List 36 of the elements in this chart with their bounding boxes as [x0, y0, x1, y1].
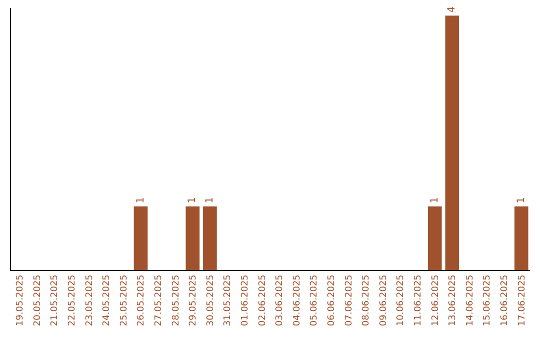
x-tick-label: 10.06.2025: [396, 274, 406, 326]
data-label: 1: [204, 197, 216, 204]
x-tick-label: 15.06.2025: [482, 274, 493, 326]
x-tick-label: 11.06.2025: [413, 274, 424, 326]
x-tick-label: 20.05.2025: [32, 274, 43, 326]
x-tick-label: 25.05.2025: [119, 274, 130, 326]
x-tick-label: 06.06.2025: [326, 274, 337, 326]
data-label: 1: [135, 197, 146, 204]
x-tick-label: 30.05.2025: [206, 274, 216, 326]
x-tick-label: 27.05.2025: [154, 274, 164, 326]
x-tick-label: 31.05.2025: [223, 274, 234, 326]
x-tick-label: 04.06.2025: [292, 274, 302, 326]
x-tick-label: 17.06.2025: [517, 274, 528, 326]
x-tick-label: 07.06.2025: [344, 274, 354, 326]
data-label: 1: [187, 197, 198, 204]
x-tick-label: 22.05.2025: [67, 274, 78, 326]
x-tick-label: 08.06.2025: [362, 274, 372, 326]
x-tick-label: 28.05.2025: [171, 274, 182, 326]
x-tick-label: 19.05.2025: [16, 274, 26, 326]
x-tick-label: 03.06.2025: [275, 274, 286, 326]
x-tick-label: 12.06.2025: [430, 274, 441, 326]
x-tick-label: 24.05.2025: [102, 274, 112, 326]
data-label: 1: [429, 197, 440, 204]
x-tick-label: 14.06.2025: [465, 274, 476, 326]
x-tick-label: 26.05.2025: [136, 274, 147, 326]
x-tick-label: 29.05.2025: [188, 274, 199, 326]
x-tick-label: 13.06.2025: [448, 274, 458, 326]
x-tick-label: 23.05.2025: [84, 274, 95, 326]
x-tick-label: 01.06.2025: [240, 274, 250, 326]
x-tick-label: 16.06.2025: [500, 274, 510, 326]
x-tick-label: 21.05.2025: [50, 274, 60, 326]
data-label: 1: [516, 197, 527, 204]
data-label: 4: [446, 6, 458, 13]
x-tick-label: 05.06.2025: [310, 274, 320, 326]
x-tick-label: 02.06.2025: [258, 274, 268, 326]
x-tick-label: 09.06.2025: [378, 274, 389, 326]
